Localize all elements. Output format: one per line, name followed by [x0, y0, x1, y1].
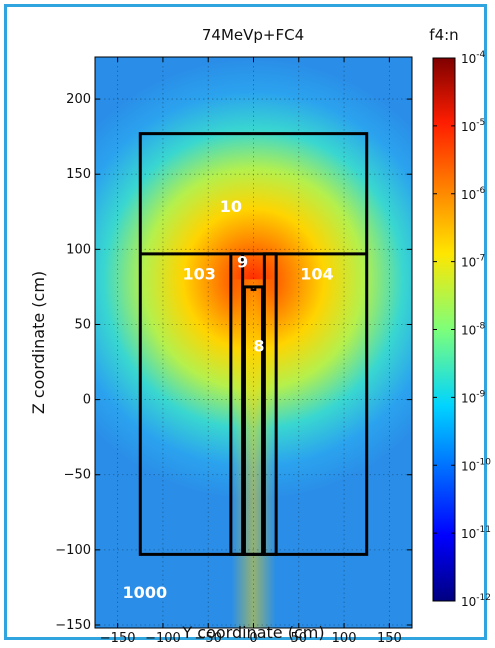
cell-label: 9	[237, 252, 248, 271]
colorbar-tick-label: 10-12	[461, 593, 491, 609]
cell-labels: 10 9 103 104 8 1000	[123, 197, 334, 602]
x-tick-label: 100	[332, 631, 357, 646]
colorbar-tick-exponent: -8	[476, 322, 485, 332]
y-tick-label: 150	[66, 167, 91, 182]
colorbar-tick-exponent: -10	[476, 457, 491, 467]
y-tick-label: 200	[66, 92, 91, 107]
colorbar-tick-exponent: -6	[476, 186, 485, 196]
cell-label: 10	[220, 197, 242, 216]
y-tick-label: 100	[66, 242, 91, 257]
x-tick-label: −150	[100, 631, 136, 646]
x-tick-label: 0	[249, 631, 257, 646]
colorbar-tick-exponent: -4	[476, 50, 485, 60]
colorbar-tick-exponent: -5	[476, 118, 485, 128]
geometry-outline	[138, 132, 369, 556]
colorbar-tick-label: 10-11	[461, 525, 491, 541]
x-tick-label: 150	[377, 631, 402, 646]
colorbar-tick-mantissa: 10	[461, 459, 476, 473]
y-axis-label: Z coordinate (cm)	[29, 271, 48, 414]
y-axis: −150 −100 −50 0 50 100 150 200	[55, 92, 412, 633]
x-axis-label: Y coordinate (cm)	[181, 623, 324, 642]
colorbar-title: f4:n	[429, 26, 458, 44]
colorbar-tick-mantissa: 10	[461, 324, 476, 338]
right-leg	[262, 252, 278, 556]
colorbar-tick-mantissa: 10	[461, 527, 476, 541]
cell-label: 104	[300, 264, 333, 283]
colorbar-tick-label: 10-10	[461, 457, 491, 473]
y-tick-label: 50	[74, 317, 91, 332]
x-tick-label: −100	[145, 631, 181, 646]
cell-label: 8	[253, 337, 264, 356]
colorbar-tick-label: 10-7	[461, 254, 485, 270]
heatmap-field	[95, 57, 412, 628]
beam-streak	[231, 279, 276, 628]
colorbar-tick-exponent: -11	[476, 525, 491, 535]
grid-lines	[95, 57, 412, 628]
x-tick-label: −50	[194, 631, 221, 646]
cell-label: 1000	[123, 583, 168, 602]
colorbar-tick-mantissa: 10	[461, 120, 476, 134]
colorbar-tick-mantissa: 10	[461, 52, 476, 66]
colorbar-tick-exponent: -7	[476, 254, 485, 264]
cell-label: 103	[182, 264, 215, 283]
colorbar-tick-label: 10-9	[461, 389, 486, 405]
colorbar-tick-label: 10-4	[461, 50, 486, 66]
x-tick-label: 50	[291, 631, 308, 646]
left-leg	[229, 252, 245, 556]
y-tick-label: −150	[55, 618, 91, 633]
colorbar-tick-mantissa: 10	[461, 188, 476, 202]
y-tick-label: −100	[55, 543, 91, 558]
chart-title: 74MeVp+FC4	[202, 26, 304, 44]
colorbar-tick-label: 10-8	[461, 322, 486, 338]
y-tick-label: 0	[83, 393, 91, 408]
colorbar-tick-mantissa: 10	[461, 595, 476, 609]
colorbar-tick-exponent: -9	[476, 389, 485, 399]
y-tick-label: −50	[64, 468, 91, 483]
colorbar-tick-label: 10-6	[461, 186, 486, 202]
x-axis: −150 −100 −50 0 50 100 150	[100, 57, 402, 646]
colorbar-tick-mantissa: 10	[461, 391, 476, 405]
colorbar-tick-label: 10-5	[461, 118, 485, 134]
colorbar-tick-exponent: -12	[476, 593, 491, 603]
tube-cap	[250, 285, 257, 291]
colorbar-tick-mantissa: 10	[461, 256, 476, 270]
